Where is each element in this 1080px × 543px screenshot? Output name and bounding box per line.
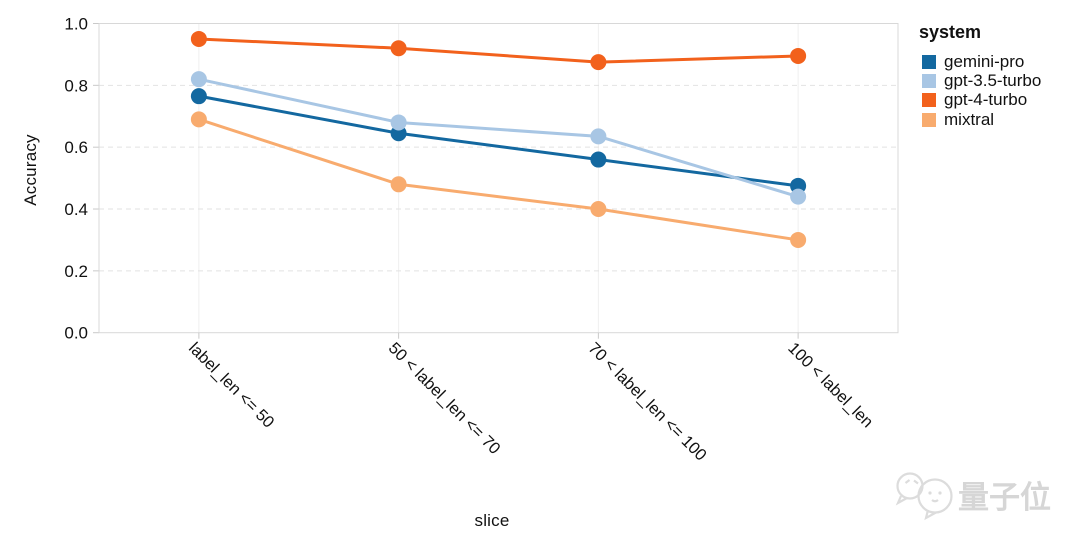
- legend-label: gpt-3.5-turbo: [944, 71, 1042, 91]
- watermark-text: 量子位: [958, 480, 1051, 515]
- plot-border: [98, 23, 899, 334]
- legend-title: system: [919, 22, 982, 42]
- y-tick-label: 0.6: [64, 138, 88, 157]
- data-point-gpt-4-turbo: [790, 47, 807, 64]
- data-point-gpt-4-turbo: [390, 40, 407, 57]
- legend-label: gpt-4-turbo: [944, 90, 1028, 110]
- watermark: 量子位: [888, 463, 1068, 535]
- series-line-gemini-pro: [197, 94, 800, 188]
- legend-item-mixtral: mixtral: [918, 110, 1041, 129]
- legend-item-gemini-pro: gemini-pro: [918, 52, 1041, 71]
- series-line-gpt-4-turbo: [197, 37, 800, 64]
- y-tick-label: 0.8: [64, 76, 88, 95]
- x-tick-label: 50 < label_len <= 70: [385, 339, 504, 458]
- legend-items: gemini-pro gpt-3.5-turbo gpt-4-turbo mixtra…: [918, 52, 1041, 130]
- legend-swatch-gpt-4-turbo: [922, 93, 936, 108]
- x-tick-label: 70 < label_len <= 100: [585, 339, 710, 464]
- data-point-gpt-4-turbo: [190, 30, 207, 47]
- data-point-gpt-3.5-turbo: [390, 114, 407, 131]
- y-axis-title: Accuracy: [21, 134, 40, 206]
- x-tick-label: 100 < label_len: [784, 339, 876, 431]
- legend-swatch-mixtral: [922, 112, 936, 127]
- data-point-gpt-4-turbo: [590, 54, 607, 71]
- y-tick-label: 0.0: [64, 324, 88, 343]
- legend-item-gpt-4-turbo: gpt-4-turbo: [918, 90, 1041, 110]
- y-tick-label: 0.2: [64, 262, 88, 281]
- legend-item-gpt-3.5-turbo: gpt-3.5-turbo: [918, 71, 1041, 90]
- y-tick-label: 0.4: [64, 200, 88, 219]
- legend: system gemini-pro gpt-3.5-turbo gpt-4-turb…: [918, 22, 1041, 130]
- data-point-gpt-3.5-turbo: [590, 128, 607, 145]
- data-point-mixtral: [390, 176, 407, 193]
- data-point-gemini-pro: [590, 151, 607, 168]
- legend-swatch-gemini-pro: [922, 54, 936, 69]
- x-axis-title: slice: [474, 511, 510, 530]
- series-line-mixtral: [197, 117, 800, 242]
- legend-label: mixtral: [944, 109, 995, 129]
- data-point-gpt-3.5-turbo: [790, 188, 807, 205]
- x-tick-label: label_len <= 50: [185, 339, 278, 432]
- data-point-gemini-pro: [190, 88, 207, 105]
- qbitai-logo-icon: [895, 472, 953, 521]
- data-point-mixtral: [790, 231, 807, 248]
- legend-label: gemini-pro: [944, 51, 1025, 71]
- data-point-gpt-3.5-turbo: [190, 71, 207, 88]
- y-tick-label: 1.0: [64, 15, 88, 34]
- data-point-mixtral: [190, 111, 207, 128]
- series-line-gpt-3.5-turbo: [197, 77, 800, 199]
- data-point-mixtral: [590, 201, 607, 218]
- legend-swatch-gpt-3.5-turbo: [922, 74, 936, 89]
